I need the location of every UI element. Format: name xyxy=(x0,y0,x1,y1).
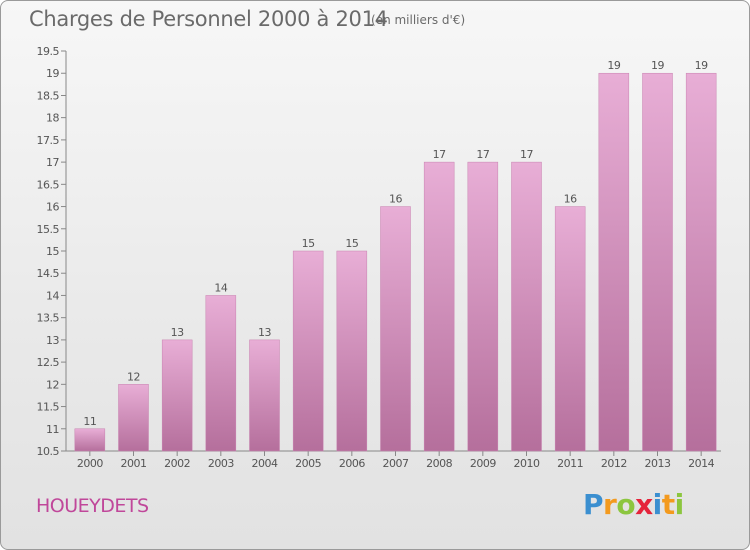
logo-letter: i xyxy=(652,488,663,521)
bar xyxy=(118,384,149,452)
y-tick-label: 17.5 xyxy=(37,134,60,147)
y-tick-label: 18.5 xyxy=(37,89,60,102)
y-tick-label: 15.5 xyxy=(37,223,60,236)
x-tick-label: 2005 xyxy=(295,457,321,470)
bar xyxy=(249,339,280,452)
bar xyxy=(598,72,630,452)
bar xyxy=(74,428,106,452)
chart-axes: 10.5 11 11.5 12 12.5 13 13.5 14 14.5 15 15.5 16 16.5… xyxy=(37,45,721,470)
bar-value-label: 19 xyxy=(695,59,708,72)
bar-value-label: 17 xyxy=(520,148,533,161)
bar xyxy=(205,295,237,452)
bar xyxy=(423,161,455,452)
chart-bars: 11 12 13 14 13 15 15 16 17 17 17 16 19 19 19 xyxy=(74,59,717,452)
bar-value-label: 16 xyxy=(564,193,577,206)
y-tick-label: 11 xyxy=(46,423,59,436)
bar-value-label: 19 xyxy=(607,59,620,72)
bar-value-label: 12 xyxy=(127,370,140,383)
x-tick-label: 2013 xyxy=(645,457,671,470)
y-tick-label: 16 xyxy=(46,201,59,214)
bar xyxy=(511,161,542,452)
bar xyxy=(554,206,586,452)
y-tick-label: 11.5 xyxy=(37,401,60,414)
bar-value-label: 14 xyxy=(214,281,227,294)
logo-letter: r xyxy=(603,488,617,521)
bar-value-label: 13 xyxy=(258,326,271,339)
y-tick-label: 13 xyxy=(46,334,59,347)
x-tick-label: 2000 xyxy=(77,457,103,470)
x-tick-label: 2010 xyxy=(514,457,540,470)
x-tick-label: 2004 xyxy=(252,457,278,470)
y-tick-label: 19.5 xyxy=(37,45,60,58)
bar xyxy=(467,161,499,452)
x-tick-label: 2001 xyxy=(121,457,147,470)
y-tick-label: 14.5 xyxy=(37,267,60,280)
bar-value-label: 11 xyxy=(83,415,96,428)
bar-value-label: 17 xyxy=(433,148,446,161)
logo-letter: t xyxy=(661,488,675,521)
x-tick-label: 2011 xyxy=(557,457,583,470)
bar-value-label: 16 xyxy=(389,193,402,206)
bar xyxy=(380,206,411,452)
y-tick-label: 14 xyxy=(46,289,59,302)
x-tick-label: 2002 xyxy=(164,457,190,470)
chart-unit-note: (en milliers d'€) xyxy=(371,13,466,27)
y-tick-label: 19 xyxy=(46,67,59,80)
y-tick-label: 17 xyxy=(46,156,59,169)
x-tick-label: 2012 xyxy=(601,457,627,470)
bar-value-label: 13 xyxy=(171,326,184,339)
bar-value-label: 17 xyxy=(476,148,489,161)
chart-title: Charges de Personnel 2000 à 2014 xyxy=(29,7,388,31)
logo-letter: i xyxy=(674,488,685,521)
y-tick-label: 16.5 xyxy=(37,178,60,191)
bar-value-label: 15 xyxy=(302,237,315,250)
x-tick-label: 2009 xyxy=(470,457,496,470)
logo-letter: o xyxy=(616,488,636,521)
bar-value-label: 19 xyxy=(651,59,664,72)
proxiti-logo: Proxiti xyxy=(583,488,684,521)
bar xyxy=(685,72,717,452)
x-tick-label: 2003 xyxy=(208,457,234,470)
bar-value-label: 15 xyxy=(345,237,358,250)
y-tick-label: 12 xyxy=(46,378,59,391)
commune-name: HOUEYDETS xyxy=(36,495,149,517)
y-tick-label: 18 xyxy=(46,112,59,125)
y-tick-label: 15 xyxy=(46,245,59,258)
bar xyxy=(292,250,324,452)
bar xyxy=(336,250,368,452)
x-tick-label: 2006 xyxy=(339,457,365,470)
y-tick-label: 13.5 xyxy=(37,312,60,325)
x-tick-label: 2007 xyxy=(383,457,409,470)
logo-letter: P xyxy=(583,488,604,521)
x-tick-label: 2008 xyxy=(426,457,452,470)
y-tick-label: 12.5 xyxy=(37,356,60,369)
bar xyxy=(161,339,193,452)
x-tick-label: 2014 xyxy=(688,457,714,470)
bar xyxy=(642,72,673,452)
y-tick-label: 10.5 xyxy=(37,445,60,458)
logo-letter: x xyxy=(635,488,653,521)
